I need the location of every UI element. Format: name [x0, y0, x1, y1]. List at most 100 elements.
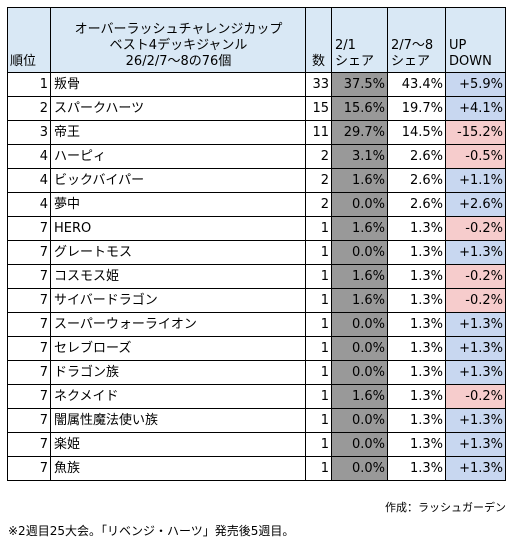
up-down-cell: -15.2%: [445, 120, 506, 145]
rank-cell: 7: [7, 432, 51, 457]
current-share-cell: 1.3%: [387, 264, 446, 289]
current-share-cell: 19.7%: [387, 96, 446, 121]
up-down-cell: +1.1%: [445, 168, 506, 193]
table-row: 7 サイバードラゴン 1 1.6% 1.3% -0.2%: [7, 288, 506, 313]
table-row: 7 HERO 1 1.6% 1.3% -0.2%: [7, 216, 506, 241]
table-row: 4 ビックバイパー 2 1.6% 2.6% +1.1%: [7, 168, 506, 193]
count-cell: 2: [305, 192, 332, 217]
current-share-cell: 1.3%: [387, 336, 446, 361]
current-share-cell: 1.3%: [387, 456, 446, 481]
current-share-cell: 1.3%: [387, 312, 446, 337]
footnote: ※2週目25大会。「リベンジ・ハーツ」発売後5週目。: [8, 524, 295, 538]
rank-cell: 4: [7, 144, 51, 169]
prev-share-cell: 0.0%: [331, 408, 388, 433]
deck-name-cell: グレートモス: [50, 240, 306, 265]
current-share-cell: 2.6%: [387, 168, 446, 193]
prev-line-2: シェア: [335, 54, 375, 69]
up-down-cell: +1.3%: [445, 360, 506, 385]
prev-share-cell: 1.6%: [331, 288, 388, 313]
deck-name-cell: 帝王: [50, 120, 306, 145]
deck-name-cell: ハーピィ: [50, 144, 306, 169]
rank-cell: 7: [7, 384, 51, 409]
up-down-cell: +1.3%: [445, 456, 506, 481]
header-title: オーバーラッシュチャレンジカップ ベスト4デッキジャンル 26/2/7〜8の76…: [50, 7, 306, 73]
deck-name-cell: コスモス姫: [50, 264, 306, 289]
count-cell: 1: [305, 408, 332, 433]
table-row: 1 叛骨 33 37.5% 43.4% +5.9%: [7, 72, 506, 97]
table-row: 7 闇属性魔法使い族 1 0.0% 1.3% +1.3%: [7, 408, 506, 433]
up-down-cell: -0.2%: [445, 384, 506, 409]
deck-name-cell: 楽姫: [50, 432, 306, 457]
diff-line-2: DOWN: [449, 54, 492, 69]
deck-name-cell: HERO: [50, 216, 306, 241]
count-cell: 2: [305, 144, 332, 169]
prev-share-cell: 0.0%: [331, 240, 388, 265]
rank-cell: 7: [7, 312, 51, 337]
current-share-cell: 2.6%: [387, 144, 446, 169]
prev-share-cell: 29.7%: [331, 120, 388, 145]
rank-cell: 7: [7, 240, 51, 265]
rank-cell: 4: [7, 192, 51, 217]
count-cell: 1: [305, 384, 332, 409]
rank-cell: 7: [7, 264, 51, 289]
prev-share-cell: 0.0%: [331, 192, 388, 217]
header-rank: 順位: [7, 7, 51, 73]
deck-name-cell: サイバードラゴン: [50, 288, 306, 313]
prev-line-1: 2/1: [335, 38, 356, 53]
cur-line-1: 2/7〜8: [391, 38, 434, 53]
table-row: 7 ドラゴン族 1 0.0% 1.3% +1.3%: [7, 360, 506, 385]
count-cell: 2: [305, 168, 332, 193]
header-count: 数: [305, 7, 332, 73]
count-cell: 1: [305, 360, 332, 385]
current-share-cell: 14.5%: [387, 120, 446, 145]
up-down-cell: +1.3%: [445, 312, 506, 337]
header-prev-share: 2/1 シェア: [331, 7, 388, 73]
up-down-cell: +1.3%: [445, 240, 506, 265]
table-row: 7 魚族 1 0.0% 1.3% +1.3%: [7, 456, 506, 481]
table-row: 4 ハーピィ 2 3.1% 2.6% -0.5%: [7, 144, 506, 169]
title-line-3: 26/2/7〜8の76個: [125, 54, 232, 69]
prev-share-cell: 0.0%: [331, 456, 388, 481]
prev-share-cell: 37.5%: [331, 72, 388, 97]
current-share-cell: 1.3%: [387, 408, 446, 433]
prev-share-cell: 0.0%: [331, 360, 388, 385]
current-share-cell: 2.6%: [387, 192, 446, 217]
rank-cell: 7: [7, 216, 51, 241]
count-cell: 1: [305, 336, 332, 361]
prev-share-cell: 0.0%: [331, 336, 388, 361]
current-share-cell: 43.4%: [387, 72, 446, 97]
up-down-cell: +2.6%: [445, 192, 506, 217]
count-cell: 15: [305, 96, 332, 121]
rank-cell: 7: [7, 336, 51, 361]
table-row: 7 ネクメイド 1 1.6% 1.3% -0.2%: [7, 384, 506, 409]
header-row: 順位 オーバーラッシュチャレンジカップ ベスト4デッキジャンル 26/2/7〜8…: [7, 7, 506, 73]
up-down-cell: +1.3%: [445, 432, 506, 457]
diff-line-1: UP: [449, 38, 467, 53]
table-row: 7 コスモス姫 1 1.6% 1.3% -0.2%: [7, 264, 506, 289]
deck-share-table: 順位 オーバーラッシュチャレンジカップ ベスト4デッキジャンル 26/2/7〜8…: [7, 7, 506, 481]
table-row: 4 夢中 2 0.0% 2.6% +2.6%: [7, 192, 506, 217]
up-down-cell: -0.2%: [445, 216, 506, 241]
table-row: 7 グレートモス 1 0.0% 1.3% +1.3%: [7, 240, 506, 265]
header-up-down: UP DOWN: [445, 7, 506, 73]
table-row: 2 スパークハーツ 15 15.6% 19.7% +4.1%: [7, 96, 506, 121]
deck-name-cell: 闇属性魔法使い族: [50, 408, 306, 433]
prev-share-cell: 1.6%: [331, 384, 388, 409]
title-line-1: オーバーラッシュチャレンジカップ: [74, 22, 283, 37]
rank-cell: 7: [7, 288, 51, 313]
prev-share-cell: 1.6%: [331, 264, 388, 289]
deck-name-cell: セレブローズ: [50, 336, 306, 361]
count-cell: 1: [305, 216, 332, 241]
prev-share-cell: 0.0%: [331, 432, 388, 457]
rank-cell: 4: [7, 168, 51, 193]
prev-share-cell: 15.6%: [331, 96, 388, 121]
current-share-cell: 1.3%: [387, 216, 446, 241]
count-cell: 1: [305, 240, 332, 265]
deck-name-cell: ビックバイパー: [50, 168, 306, 193]
table-row: 3 帝王 11 29.7% 14.5% -15.2%: [7, 120, 506, 145]
count-cell: 1: [305, 264, 332, 289]
table-body: 1 叛骨 33 37.5% 43.4% +5.9% 2 スパークハーツ 15 15.6% 19.7%…: [7, 72, 506, 481]
deck-name-cell: 魚族: [50, 456, 306, 481]
up-down-cell: +1.3%: [445, 336, 506, 361]
title-line-2: ベスト4デッキジャンル: [109, 38, 248, 53]
